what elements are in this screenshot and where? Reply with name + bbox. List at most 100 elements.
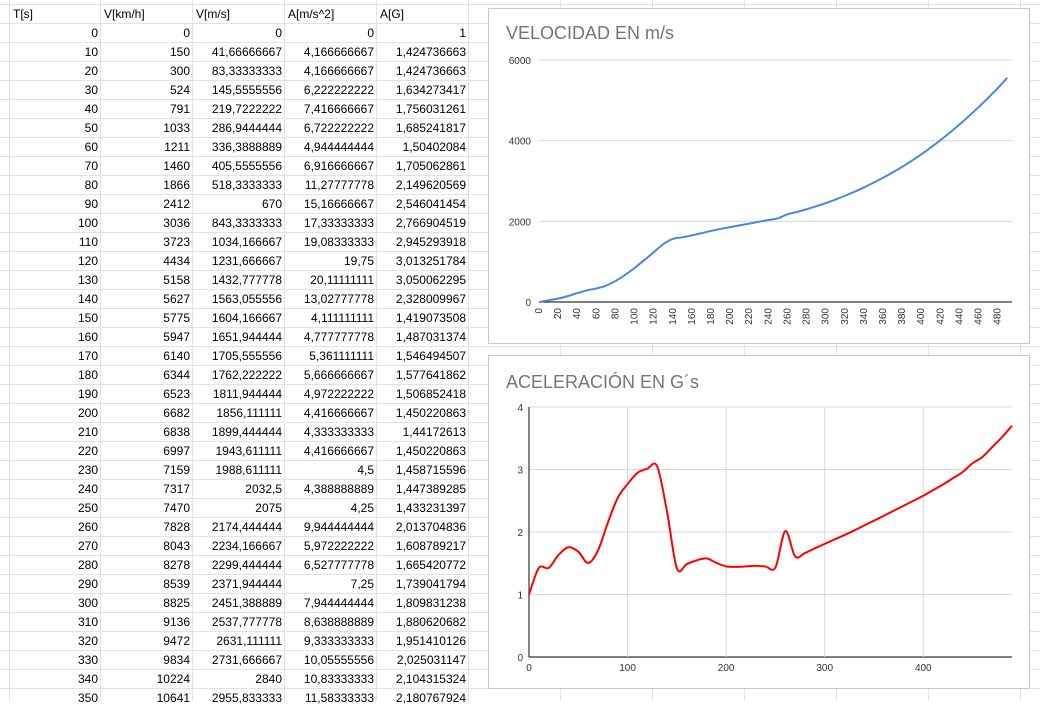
table-cell[interactable]: 2,013704836 [395, 520, 466, 534]
table-cell[interactable]: 11,27777778 [304, 178, 374, 192]
column-header[interactable]: A[m/s^2] [288, 7, 335, 21]
table-cell[interactable]: 250 [77, 501, 98, 515]
table-cell[interactable]: 1231,666667 [211, 254, 282, 268]
table-cell[interactable]: 1651,944444 [211, 330, 282, 344]
table-cell[interactable]: 60 [84, 140, 98, 154]
table-cell[interactable]: 2,945293918 [395, 235, 466, 249]
table-cell[interactable]: 120 [77, 254, 98, 268]
table-cell[interactable]: 2174,444444 [211, 520, 282, 534]
table-cell[interactable]: 1,634273417 [395, 83, 466, 97]
table-cell[interactable]: 5,361111111 [309, 349, 374, 363]
table-cell[interactable]: 8043 [163, 539, 190, 553]
table-cell[interactable]: 3,050062295 [395, 273, 466, 287]
table-cell[interactable]: 6838 [163, 425, 190, 439]
table-cell[interactable]: 10641 [156, 691, 190, 705]
table-cell[interactable]: 8,638888889 [303, 615, 374, 629]
table-cell[interactable]: 5775 [163, 311, 190, 325]
table-cell[interactable]: 4,777777778 [303, 330, 374, 344]
table-cell[interactable]: 1563,055556 [211, 292, 282, 306]
table-cell[interactable]: 6,722222222 [303, 121, 374, 135]
table-cell[interactable]: 10224 [156, 672, 190, 686]
table-cell[interactable]: 6682 [163, 406, 190, 420]
table-cell[interactable]: 2631,111111 [216, 634, 282, 648]
column-header[interactable]: A[G] [380, 7, 405, 21]
table-cell[interactable]: 330 [77, 653, 98, 667]
table-cell[interactable]: 6,916666667 [303, 159, 374, 173]
table-cell[interactable]: 2,180767924 [395, 691, 466, 705]
table-cell[interactable]: 5158 [163, 273, 190, 287]
table-cell[interactable]: 5947 [163, 330, 190, 344]
table-cell[interactable]: 1,880620682 [395, 615, 466, 629]
table-cell[interactable]: 1943,611111 [215, 444, 282, 458]
table-cell[interactable]: 2,025031147 [396, 653, 466, 667]
table-cell[interactable]: 2,104315324 [395, 672, 466, 686]
table-cell[interactable]: 83,33333333 [211, 64, 282, 78]
table-cell[interactable]: 1856,111111 [216, 406, 282, 420]
table-cell[interactable]: 300 [169, 64, 190, 78]
table-cell[interactable]: 4,166666667 [303, 64, 374, 78]
table-cell[interactable]: 670 [261, 197, 282, 211]
table-cell[interactable]: 13,02777778 [303, 292, 374, 306]
table-cell[interactable]: 1,44172613 [402, 425, 466, 439]
table-cell[interactable]: 210 [77, 425, 98, 439]
table-cell[interactable]: 10,05555556 [303, 653, 374, 667]
table-cell[interactable]: 2537,777778 [211, 615, 282, 629]
table-cell[interactable]: 19,08333333 [303, 235, 374, 249]
table-cell[interactable]: 300 [77, 596, 98, 610]
table-cell[interactable]: 260 [77, 520, 98, 534]
table-cell[interactable]: 145,5555556 [211, 83, 282, 97]
table-cell[interactable]: 340 [77, 672, 98, 686]
table-cell[interactable]: 2,766904519 [395, 216, 466, 230]
table-cell[interactable]: 4,25 [350, 501, 374, 515]
table-cell[interactable]: 7,25 [350, 577, 374, 591]
table-cell[interactable]: 7828 [163, 520, 190, 534]
table-cell[interactable]: 6997 [163, 444, 190, 458]
table-cell[interactable]: 4,944444444 [303, 140, 374, 154]
table-cell[interactable]: 1432,777778 [211, 273, 282, 287]
table-cell[interactable]: 4,416666667 [303, 444, 374, 458]
table-cell[interactable]: 1,487031374 [395, 330, 466, 344]
table-cell[interactable]: 4,972222222 [303, 387, 374, 401]
table-cell[interactable]: 1,577641862 [395, 368, 466, 382]
table-cell[interactable]: 1604,166667 [211, 311, 282, 325]
table-cell[interactable]: 1 [459, 26, 466, 40]
table-cell[interactable]: 3723 [163, 235, 190, 249]
column-header[interactable]: V[m/s] [196, 7, 231, 21]
table-cell[interactable]: 2955,833333 [211, 691, 282, 705]
table-cell[interactable]: 3,013251784 [395, 254, 466, 268]
table-cell[interactable]: 20,11111111 [310, 273, 374, 287]
table-cell[interactable]: 220 [77, 444, 98, 458]
table-cell[interactable]: 9136 [163, 615, 190, 629]
table-cell[interactable]: 150 [77, 311, 98, 325]
table-cell[interactable]: 4,388888889 [303, 482, 374, 496]
table-cell[interactable]: 1,546494507 [395, 349, 466, 363]
table-cell[interactable]: 1762,222222 [211, 368, 282, 382]
table-cell[interactable]: 4,5 [357, 463, 374, 477]
column-header[interactable]: T[s] [13, 7, 33, 21]
table-cell[interactable]: 6344 [163, 368, 190, 382]
table-cell[interactable]: 4,333333333 [303, 425, 374, 439]
table-cell[interactable]: 6,222222222 [303, 83, 374, 97]
table-cell[interactable]: 1899,444444 [211, 425, 282, 439]
table-cell[interactable]: 270 [77, 539, 98, 553]
table-cell[interactable]: 350 [77, 691, 98, 705]
table-cell[interactable]: 290 [77, 577, 98, 591]
table-cell[interactable]: 41,66666667 [211, 45, 282, 59]
table-cell[interactable]: 1,809831238 [395, 596, 466, 610]
table-cell[interactable]: 50 [84, 121, 98, 135]
table-cell[interactable]: 140 [77, 292, 98, 306]
table-cell[interactable]: 1,951410126 [395, 634, 466, 648]
table-cell[interactable]: 2451,388889 [211, 596, 282, 610]
table-cell[interactable]: 1,50402084 [402, 140, 466, 154]
table-cell[interactable]: 20 [84, 64, 98, 78]
table-cell[interactable]: 286,9444444 [211, 121, 282, 135]
table-cell[interactable]: 1,433231397 [395, 501, 466, 515]
table-cell[interactable]: 1,685241817 [395, 121, 466, 135]
table-cell[interactable]: 336,3888889 [211, 140, 282, 154]
table-cell[interactable]: 190 [77, 387, 98, 401]
table-cell[interactable]: 1033 [163, 121, 190, 135]
table-cell[interactable]: 110 [78, 235, 98, 249]
table-cell[interactable]: 90 [84, 197, 98, 211]
table-cell[interactable]: 240 [77, 482, 98, 496]
table-cell[interactable]: 1,665420772 [395, 558, 466, 572]
